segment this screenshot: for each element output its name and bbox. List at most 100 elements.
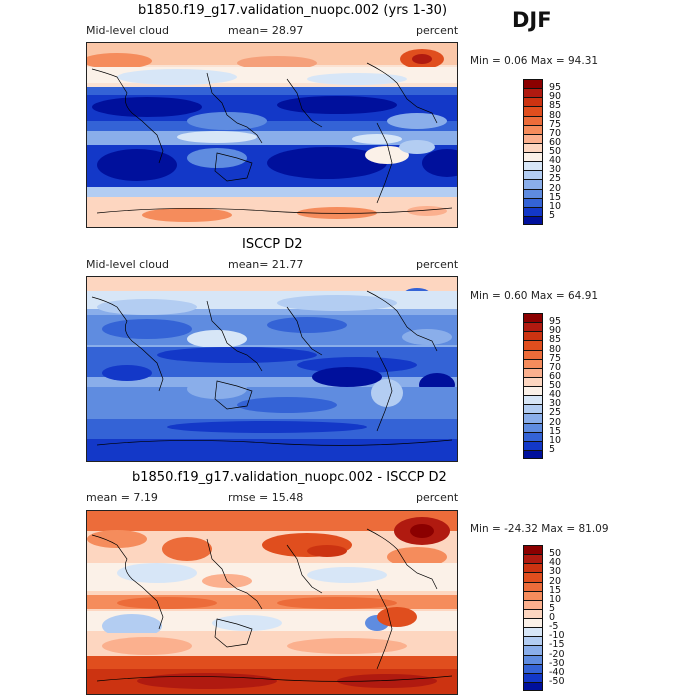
colorbar-label: 30 xyxy=(549,398,562,410)
colorbar-swatch xyxy=(523,188,543,198)
colorbar-label: 10 xyxy=(549,593,562,605)
colorbar-swatch xyxy=(523,672,543,682)
mean-label: mean= 28.97 xyxy=(228,24,304,37)
colorbar-swatch xyxy=(523,152,543,162)
colorbar-label: 95 xyxy=(549,316,562,328)
panel-title: ISCCP D2 xyxy=(242,237,303,252)
colorbar-swatch xyxy=(523,97,543,107)
colorbar-label: 70 xyxy=(549,127,562,139)
colorbar-swatch xyxy=(523,440,543,450)
colorbar-swatch xyxy=(523,88,543,98)
mean-label: mean= 21.77 xyxy=(228,258,304,271)
colorbar-label: 85 xyxy=(549,334,562,346)
colorbar-label: 75 xyxy=(549,352,562,364)
colorbar-label: -5 xyxy=(549,621,559,633)
units-label: percent xyxy=(416,258,459,271)
colorbar-label: 75 xyxy=(549,118,562,130)
colorbar-swatch xyxy=(523,581,543,591)
units-label: percent xyxy=(416,491,459,504)
colorbar-outline xyxy=(523,313,543,459)
colorbar-label: 50 xyxy=(549,146,562,157)
colorbar-swatch xyxy=(523,206,543,216)
colorbar-label: -20 xyxy=(549,648,565,660)
minmax-label: Min = 0.60 Max = 64.91 xyxy=(470,290,599,302)
colorbar-swatch xyxy=(523,340,543,350)
colorbar-swatch xyxy=(523,322,543,332)
units-label: percent xyxy=(416,24,459,37)
colorbar-swatch xyxy=(523,663,543,673)
colorbar-swatch xyxy=(523,572,543,582)
colorbar-swatch xyxy=(523,404,543,414)
colorbar-swatch xyxy=(523,197,543,207)
rmse-label: rmse = 15.48 xyxy=(228,491,304,504)
colorbar-swatch xyxy=(523,161,543,171)
colorbar-swatch xyxy=(523,133,543,143)
colorbar-label: 10 xyxy=(549,434,562,446)
colorbar-swatch xyxy=(523,681,543,691)
colorbar-label: 40 xyxy=(549,557,562,569)
minmax-label: Min = 0.06 Max = 94.31 xyxy=(470,55,599,67)
colorbar-swatch xyxy=(523,608,543,618)
map-observations xyxy=(86,276,458,462)
colorbar-label: 95 xyxy=(549,82,562,94)
colorbar-label: 70 xyxy=(549,361,562,373)
colorbar-swatch xyxy=(523,367,543,377)
colorbar-label: 15 xyxy=(549,425,562,437)
colorbar: 50 40 30 20 15 10 5 0 -5 -10 -15 -20 -30 -40 -50 xyxy=(523,545,583,691)
colorbar-swatch xyxy=(523,170,543,180)
colorbar-label: 20 xyxy=(549,575,562,587)
colorbar-label: 60 xyxy=(549,136,562,148)
colorbar-swatch xyxy=(523,654,543,664)
minmax-label: Min = -24.32 Max = 81.09 xyxy=(470,523,609,535)
colorbar-swatch xyxy=(523,627,543,637)
colorbar-swatch xyxy=(523,563,543,573)
colorbar-label: 80 xyxy=(549,109,562,121)
colorbar-swatch xyxy=(523,449,543,459)
colorbar-swatch xyxy=(523,618,543,628)
colorbar-label: 10 xyxy=(549,200,562,212)
colorbar-label: -15 xyxy=(549,639,565,651)
colorbar-label: -50 xyxy=(549,675,565,687)
colorbar-swatch xyxy=(523,395,543,405)
colorbar-label: 25 xyxy=(549,407,562,419)
variable-label: Mid-level cloud xyxy=(86,258,169,271)
colorbar: 95 90 85 80 75 70 60 50 40 30 25 20 15 10 5 xyxy=(523,313,583,459)
colorbar-swatch xyxy=(523,636,543,646)
colorbar-outline xyxy=(523,79,543,225)
colorbar-swatch xyxy=(523,106,543,116)
colorbar-swatch xyxy=(523,115,543,125)
colorbar-label: -30 xyxy=(549,657,565,669)
variable-label: Mid-level cloud xyxy=(86,24,169,37)
colorbar-swatch xyxy=(523,590,543,600)
season-label: DJF xyxy=(512,8,552,32)
colorbar-label: 5 xyxy=(549,209,556,221)
colorbar-swatch xyxy=(523,376,543,386)
colorbar-swatch xyxy=(523,554,543,564)
map-difference xyxy=(86,510,458,695)
colorbar-label: 30 xyxy=(549,566,562,578)
colorbar-swatch xyxy=(523,358,543,368)
colorbar-label: 50 xyxy=(549,548,562,560)
colorbar-label: 20 xyxy=(549,416,562,428)
colorbar-swatch xyxy=(523,386,543,396)
colorbar-label: 20 xyxy=(549,182,562,194)
map-model xyxy=(86,42,458,228)
colorbar-swatch xyxy=(523,431,543,441)
colorbar-label: 25 xyxy=(549,173,562,185)
colorbar-swatch xyxy=(523,179,543,189)
colorbar-outline xyxy=(523,545,543,691)
colorbar-label: 15 xyxy=(549,191,562,203)
colorbar-label: 90 xyxy=(549,325,562,337)
colorbar-label: -10 xyxy=(549,630,565,642)
colorbar-label: 5 xyxy=(549,602,556,614)
colorbar-label: 15 xyxy=(549,584,562,596)
colorbar-swatch xyxy=(523,142,543,152)
mean-label: mean = 7.19 xyxy=(86,491,158,504)
colorbar-label: 0 xyxy=(549,612,556,623)
colorbar-label: 90 xyxy=(549,91,562,103)
colorbar-label: 40 xyxy=(549,389,562,401)
colorbar-label: -40 xyxy=(549,666,565,678)
colorbar-swatch xyxy=(523,645,543,655)
colorbar-swatch xyxy=(523,422,543,432)
colorbar-swatch xyxy=(523,413,543,423)
